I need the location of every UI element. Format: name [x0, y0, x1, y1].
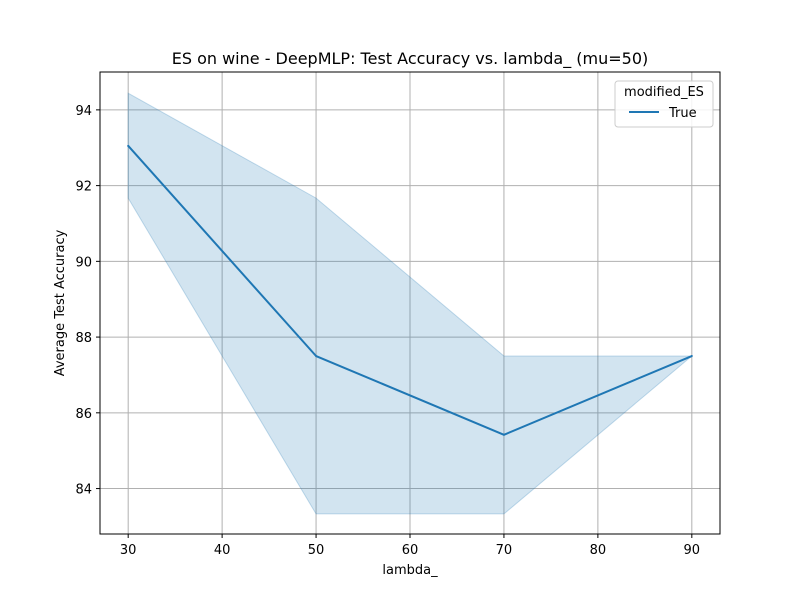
- legend-title: modified_ES: [624, 85, 704, 100]
- x-tick-label: 60: [402, 543, 419, 558]
- series-lines: [127, 144, 693, 436]
- y-tick-label: 86: [75, 407, 92, 422]
- x-tick-label: 40: [214, 543, 231, 558]
- chart-title: ES on wine - DeepMLP: Test Accuracy vs. …: [172, 49, 649, 69]
- y-axis-label: Average Test Accuracy: [53, 229, 68, 376]
- y-tick-label: 84: [75, 483, 92, 498]
- data-point: [127, 144, 130, 147]
- y-tick-label: 90: [75, 255, 92, 270]
- x-tick-label: 70: [496, 543, 513, 558]
- grid: [100, 72, 720, 534]
- y-tick-label: 94: [75, 104, 92, 119]
- x-tick-label: 50: [308, 543, 325, 558]
- x-tick-label: 30: [120, 543, 137, 558]
- legend-frame: [614, 80, 714, 128]
- legend-entry-label: True: [668, 106, 697, 121]
- x-tick-label: 90: [684, 543, 701, 558]
- data-point: [502, 433, 505, 436]
- series-line: [127, 145, 693, 436]
- data-point: [315, 355, 318, 358]
- x-axis-label: lambda_: [382, 563, 438, 578]
- confidence-bands: [127, 92, 694, 515]
- x-tick-label: 80: [590, 543, 607, 558]
- y-tick-label: 88: [75, 331, 92, 346]
- data-point: [690, 355, 693, 358]
- y-tick-label: 92: [75, 180, 92, 195]
- y-axis-ticks: 84 86 88 90 92 94: [75, 104, 100, 498]
- legend: modified_ES True: [614, 80, 714, 128]
- confidence-band: [127, 92, 694, 515]
- x-axis-ticks: 30 40 50 60 70 80 90: [120, 534, 700, 558]
